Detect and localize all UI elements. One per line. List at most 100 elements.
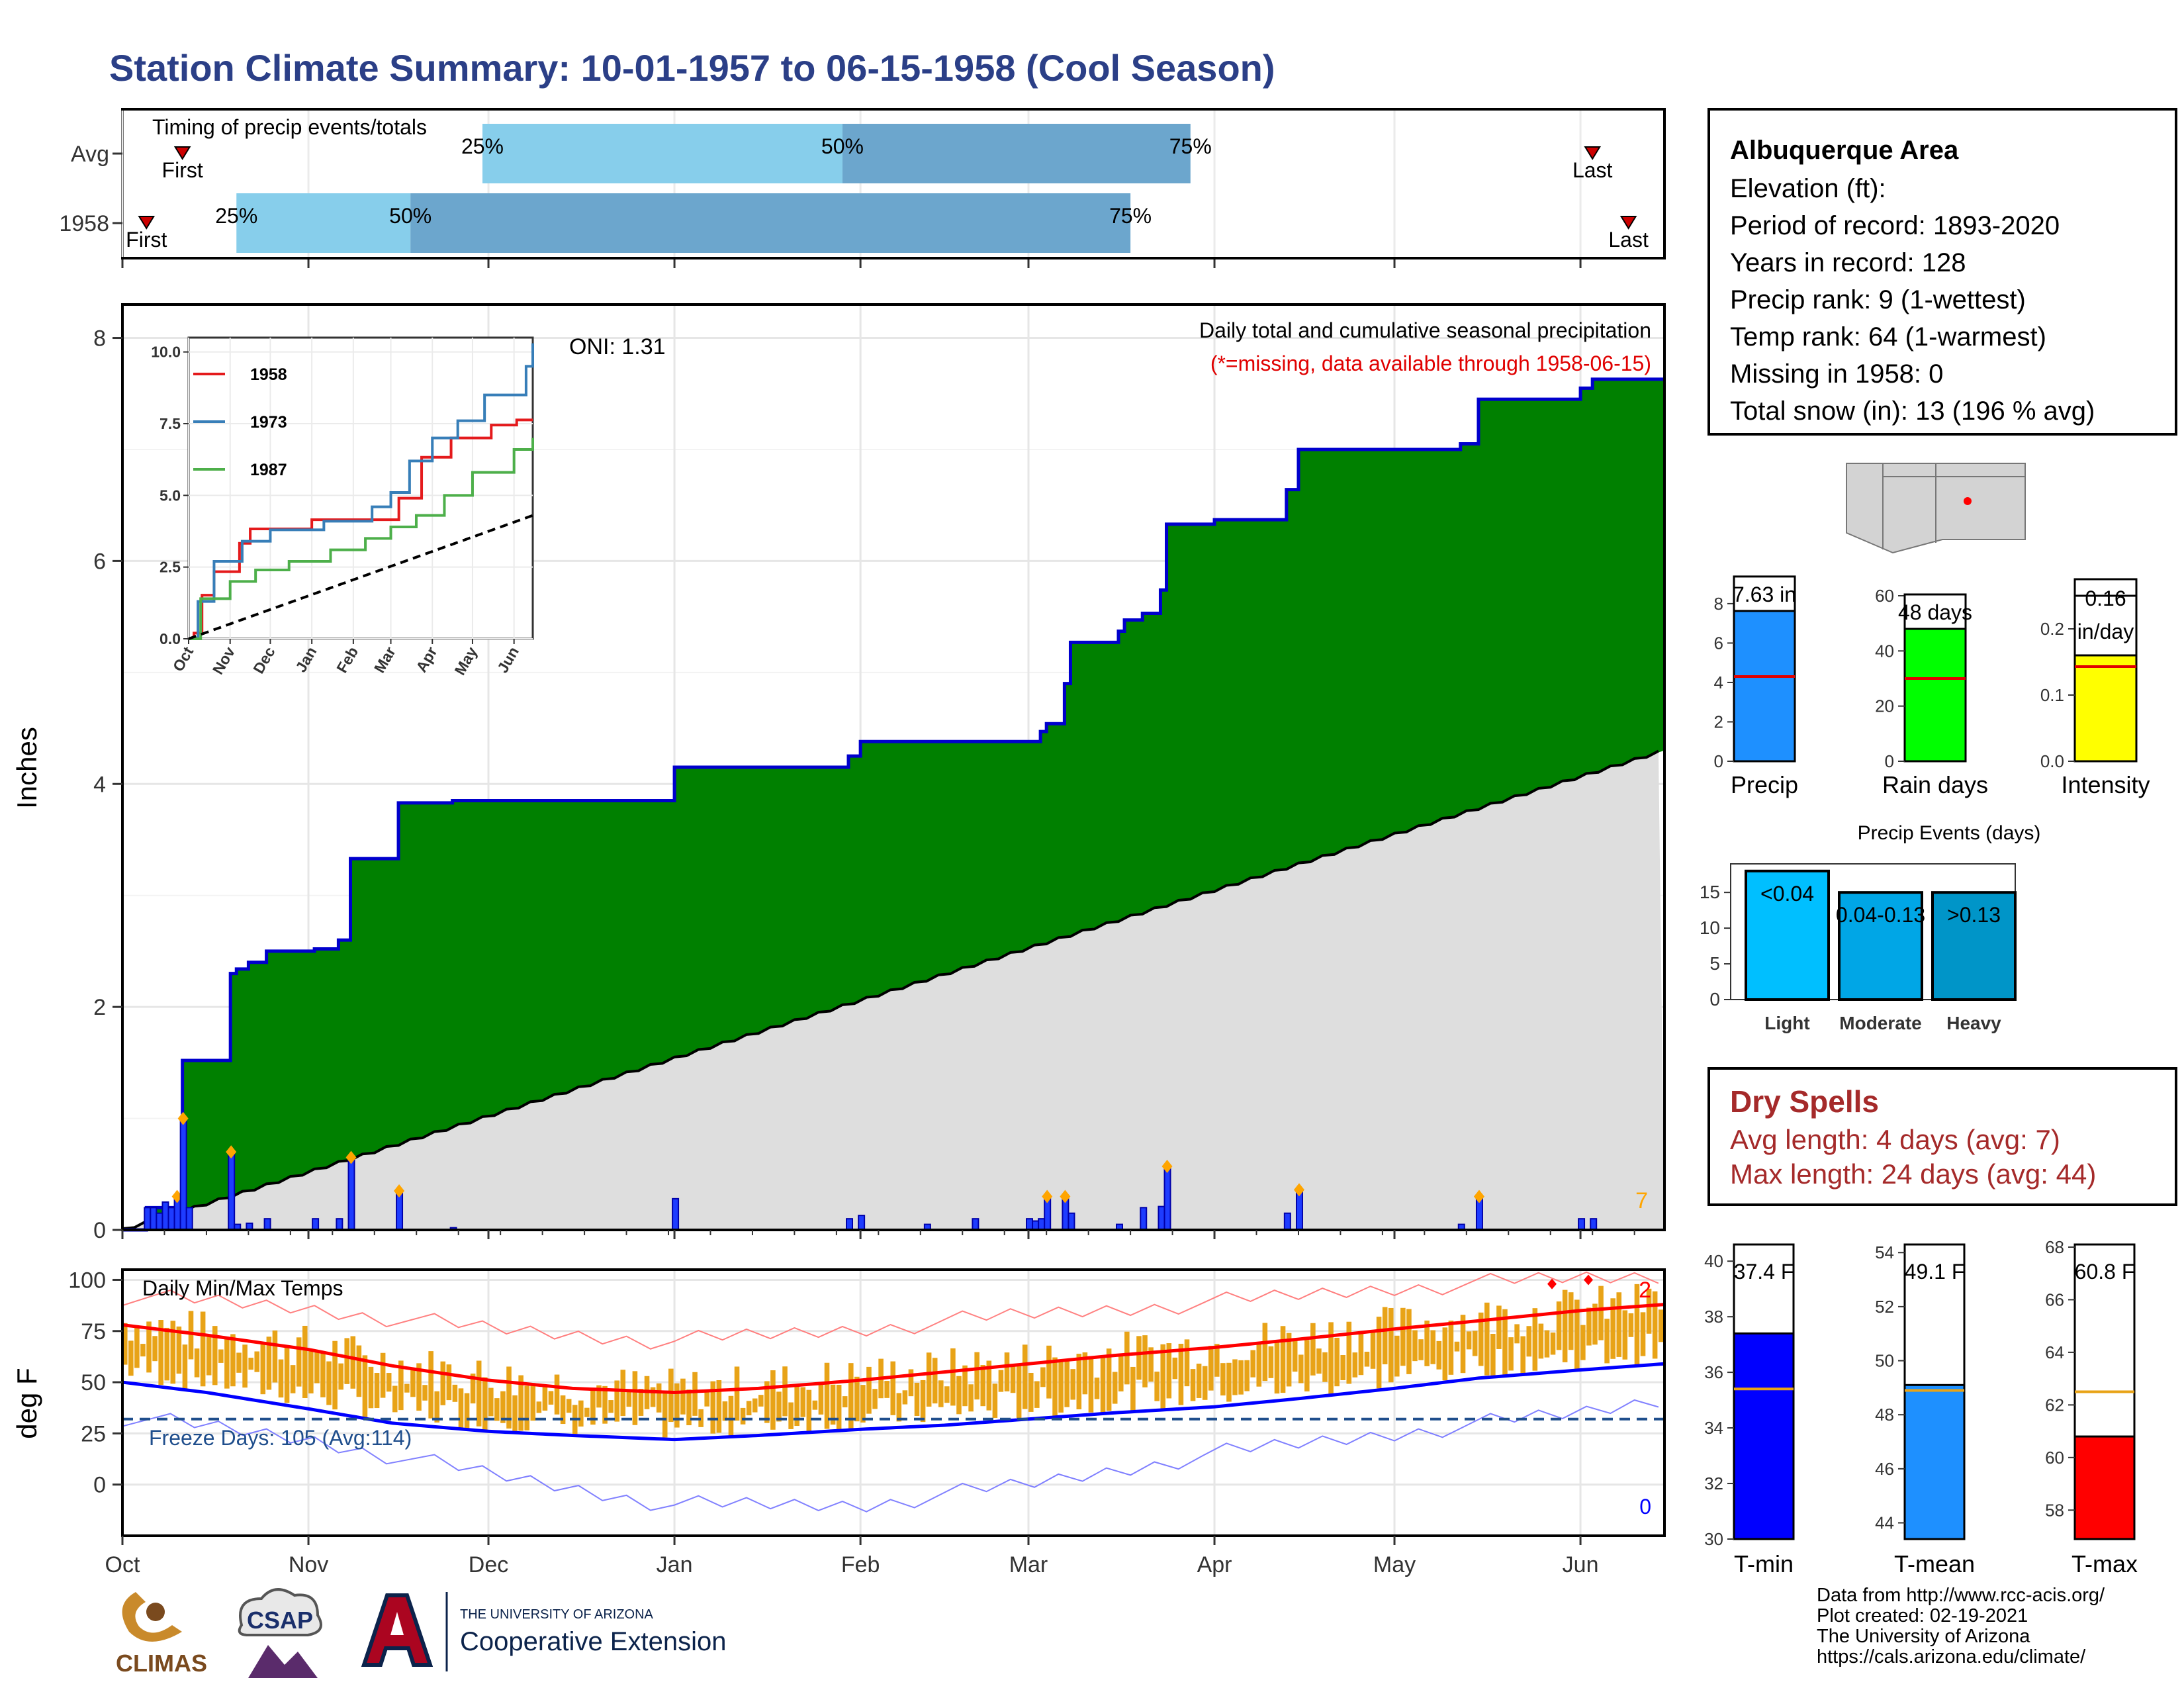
- daily-precip-bar: [312, 1218, 320, 1231]
- daily-temp-bar: [332, 1340, 338, 1410]
- ua-line1: THE UNIVERSITY OF ARIZONA: [460, 1607, 654, 1622]
- summary-value-box: [2073, 578, 2138, 657]
- month-label-Nov: Nov: [289, 1552, 328, 1577]
- daily-temp-bar: [290, 1365, 296, 1393]
- elevation-text: Elevation (ft):: [1730, 174, 1886, 203]
- daily-temp-bar: [908, 1369, 914, 1397]
- daily-temp-bar: [716, 1380, 722, 1433]
- precip-frame: [121, 303, 1666, 1231]
- daily-precip-marker: [345, 1150, 357, 1164]
- daily-temp-bar: [680, 1378, 686, 1415]
- daily-precip-bar: [156, 1212, 163, 1231]
- summary-ytick-label: 40: [1875, 641, 1894, 661]
- daily-temp-bar: [236, 1352, 242, 1373]
- month-label-Feb: Feb: [841, 1552, 880, 1577]
- daily-temp-bar: [1508, 1337, 1514, 1371]
- inset-legend-label: 1987: [250, 461, 287, 479]
- daily-temp-bar: [362, 1355, 368, 1419]
- tbar-ytick-label: 50: [1875, 1351, 1894, 1371]
- daily-temp-bar: [956, 1376, 962, 1415]
- precip-ytick-label: 4: [93, 772, 106, 797]
- daily-temp-bar: [830, 1384, 836, 1425]
- daily-temp-bar: [1454, 1341, 1460, 1352]
- daily-temp-bar: [428, 1351, 433, 1419]
- daily-precip-marker: [226, 1145, 237, 1159]
- daily-temp-bar: [1118, 1356, 1124, 1391]
- timing-first-label: First: [162, 158, 203, 182]
- daily-temp-bar: [860, 1385, 866, 1423]
- timing-last-marker: [1584, 146, 1601, 160]
- daily-temp-bar: [752, 1398, 758, 1413]
- precip-events-chart: Precip Events (days) 0 5 10 15 <0.04 Light 0.04…: [1700, 822, 2041, 1033]
- daily-temp-bar: [1244, 1360, 1250, 1391]
- daily-temp-bar: [710, 1381, 716, 1434]
- daily-temp-bar: [1196, 1364, 1202, 1398]
- dry-max-length: Max length: 24 days (avg: 44): [1730, 1158, 2097, 1190]
- tbar-value-label: 37.4 F: [1734, 1260, 1794, 1284]
- temp-rank-text: Temp rank: 64 (1-warmest): [1730, 322, 2046, 352]
- daily-temp-bar: [626, 1390, 632, 1407]
- daily-temp-bar: [1016, 1365, 1022, 1419]
- inset-legend-label: 1973: [250, 413, 287, 432]
- tbar-ytick-label: 60: [2045, 1448, 2064, 1468]
- daily-precip-bar: [1032, 1220, 1040, 1231]
- event-bar-label: >0.13: [1947, 903, 2001, 927]
- daily-temp-bar: [1202, 1366, 1208, 1400]
- climas-logo: CLIMAS: [116, 1592, 207, 1677]
- daily-precip-marker: [1293, 1183, 1304, 1197]
- daily-temp-bar: [320, 1352, 326, 1397]
- daily-temp-bar: [974, 1352, 979, 1400]
- timing-p25-label: 25%: [215, 204, 257, 228]
- daily-temp-bar: [1640, 1312, 1646, 1356]
- daily-temp-bar: [1514, 1324, 1520, 1344]
- period-text: Period of record: 1893-2020: [1730, 211, 2060, 240]
- station-area: Albuquerque Area: [1730, 136, 1959, 165]
- temperature-bars: 37.4 F 30 32 34 36 38 40 T-min 49.1 F 44 46 48 50 52 5…: [1704, 1237, 2138, 1577]
- daily-temp-bar: [926, 1352, 932, 1407]
- dry-spells-panel: Dry Spells Avg length: 4 days (avg: 7) M…: [1707, 1067, 2177, 1206]
- daily-temp-bar: [158, 1320, 163, 1385]
- daily-temp-bar: [590, 1389, 596, 1425]
- daily-temp-bar: [1106, 1348, 1112, 1411]
- daily-temp-bar: [722, 1401, 728, 1421]
- daily-precip-bar: [1068, 1212, 1075, 1231]
- timing-p75-label: 75%: [1169, 134, 1212, 158]
- daily-temp-bar: [1436, 1340, 1442, 1370]
- timing-last-label: Last: [1608, 228, 1649, 252]
- daily-precip-marker: [1060, 1190, 1071, 1203]
- precip-ytick-label: 2: [93, 995, 106, 1020]
- tbar-name-T-mean: T-mean: [1894, 1550, 1975, 1577]
- tbar-ytick-label: 64: [2045, 1342, 2064, 1362]
- precip-header: Daily total and cumulative seasonal prec…: [1199, 318, 1651, 342]
- temp-ytick-label: 75: [81, 1319, 106, 1344]
- daily-temp-bar: [794, 1383, 799, 1427]
- daily-temp-bar: [1538, 1323, 1544, 1359]
- daily-precip-bar: [150, 1207, 158, 1231]
- daily-precip-bar: [161, 1201, 169, 1231]
- daily-temp-bar: [494, 1398, 500, 1421]
- daily-temp-bar: [1574, 1299, 1580, 1371]
- daily-temp-bar: [704, 1390, 709, 1407]
- dry-spells-title: Dry Spells: [1730, 1084, 1879, 1119]
- daily-temp-bar: [386, 1373, 392, 1392]
- climas-wordmark: CLIMAS: [116, 1650, 207, 1677]
- daily-temp-bar: [1496, 1305, 1502, 1349]
- inset-series-1973: [189, 343, 534, 640]
- daily-temp-bar: [242, 1344, 248, 1388]
- daily-temp-bar: [638, 1389, 644, 1416]
- summary-ytick-label: 0.2: [2040, 619, 2064, 639]
- daily-temp-bar: [356, 1345, 362, 1397]
- daily-temp-bar: [1394, 1335, 1400, 1377]
- daily-temp-bar: [1208, 1346, 1214, 1391]
- daily-temp-bar: [782, 1366, 788, 1417]
- summary-bar-Precip: [1733, 610, 1796, 763]
- daily-temp-bar: [812, 1400, 818, 1410]
- daily-temp-bar: [1490, 1334, 1496, 1378]
- daily-precip-bar: [1158, 1205, 1165, 1231]
- daily-temp-bar: [206, 1336, 212, 1376]
- daily-temp-bar: [1430, 1330, 1435, 1364]
- daily-temp-bar: [1022, 1344, 1028, 1409]
- inset-ytick-label: 0.0: [159, 630, 181, 647]
- daily-temp-bar: [1190, 1369, 1196, 1401]
